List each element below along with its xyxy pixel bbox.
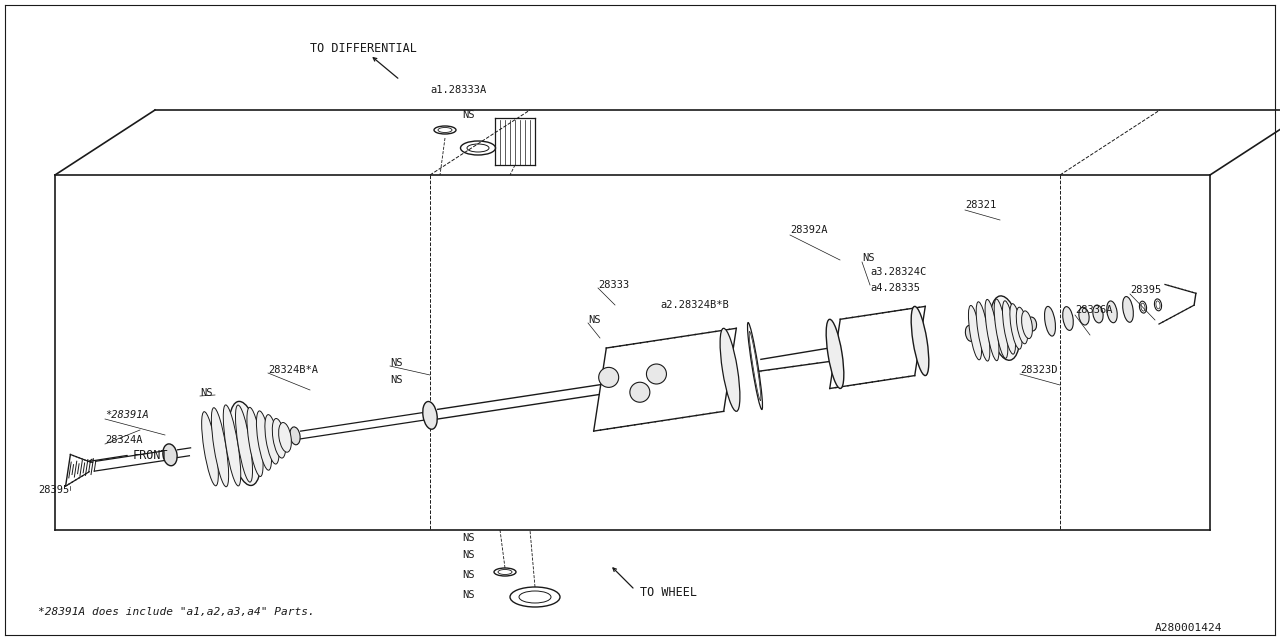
Ellipse shape [721, 328, 740, 412]
Text: 28395: 28395 [1130, 285, 1161, 295]
Ellipse shape [599, 367, 618, 387]
Text: a3.28324C: a3.28324C [870, 267, 927, 277]
Ellipse shape [646, 364, 667, 384]
Text: *28391A: *28391A [105, 410, 148, 420]
Ellipse shape [265, 415, 279, 464]
Text: TO DIFFERENTIAL: TO DIFFERENTIAL [310, 42, 417, 54]
Text: 28336A: 28336A [1075, 305, 1112, 315]
Ellipse shape [1062, 307, 1074, 330]
Ellipse shape [1123, 296, 1133, 323]
Ellipse shape [422, 401, 438, 429]
Text: NS: NS [462, 590, 475, 600]
Text: a4.28335: a4.28335 [870, 283, 920, 293]
Ellipse shape [969, 305, 982, 360]
Ellipse shape [986, 300, 998, 361]
Text: 28323D: 28323D [1020, 365, 1057, 375]
Text: *28391A does include "a1,a2,a3,a4" Parts.: *28391A does include "a1,a2,a3,a4" Parts… [38, 607, 315, 617]
Text: NS: NS [390, 358, 402, 368]
Ellipse shape [1002, 301, 1015, 354]
Text: NS: NS [390, 375, 402, 385]
Text: NS: NS [462, 533, 475, 543]
Text: 28392A: 28392A [790, 225, 827, 235]
Text: 28333: 28333 [598, 280, 630, 290]
Ellipse shape [965, 326, 974, 341]
Ellipse shape [911, 307, 929, 376]
Ellipse shape [1021, 311, 1033, 339]
Ellipse shape [1107, 301, 1117, 323]
Ellipse shape [1079, 307, 1089, 325]
Text: 28324A: 28324A [105, 435, 142, 445]
Text: NS: NS [588, 315, 600, 325]
Text: TO WHEEL: TO WHEEL [640, 586, 698, 600]
Text: 28324B*A: 28324B*A [268, 365, 317, 375]
Ellipse shape [229, 401, 261, 486]
Ellipse shape [279, 422, 292, 452]
Ellipse shape [1044, 307, 1056, 336]
Text: a2.28324B*B: a2.28324B*B [660, 300, 728, 310]
Ellipse shape [1010, 304, 1023, 349]
Text: NS: NS [462, 110, 475, 120]
Ellipse shape [211, 408, 229, 487]
Text: 28395: 28395 [38, 485, 69, 495]
Ellipse shape [826, 319, 844, 388]
Text: NS: NS [462, 570, 475, 580]
Text: FRONT: FRONT [133, 449, 169, 461]
Text: A280001424: A280001424 [1155, 623, 1222, 633]
Ellipse shape [202, 412, 219, 486]
Ellipse shape [236, 405, 252, 482]
Text: NS: NS [861, 253, 874, 263]
Ellipse shape [163, 444, 177, 466]
Ellipse shape [289, 427, 300, 445]
Ellipse shape [256, 411, 271, 470]
Ellipse shape [1093, 305, 1103, 323]
Text: 28321: 28321 [965, 200, 996, 210]
Ellipse shape [223, 405, 241, 486]
Ellipse shape [273, 419, 285, 458]
Ellipse shape [1028, 317, 1037, 331]
Ellipse shape [1016, 307, 1028, 344]
Text: a1.28333A: a1.28333A [430, 85, 486, 95]
Ellipse shape [991, 296, 1020, 360]
Text: NS: NS [462, 550, 475, 560]
Ellipse shape [247, 407, 264, 477]
Text: NS: NS [200, 388, 212, 398]
Ellipse shape [977, 302, 989, 361]
Ellipse shape [995, 299, 1007, 358]
Ellipse shape [630, 382, 650, 402]
